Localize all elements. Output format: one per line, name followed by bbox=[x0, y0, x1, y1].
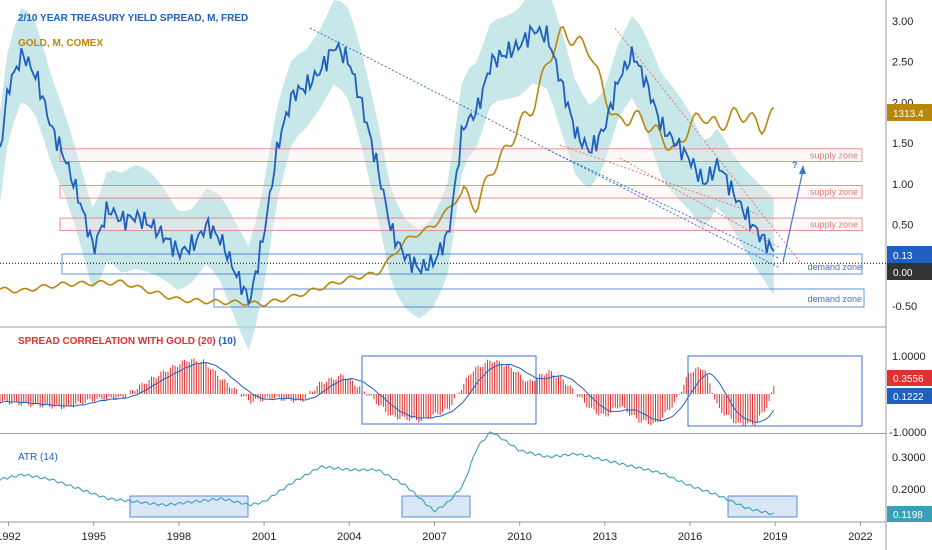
correlation-title: SPREAD CORRELATION WITH GOLD (20) (10) bbox=[18, 336, 236, 347]
trendline-red bbox=[619, 157, 781, 249]
last-value-tag bbox=[887, 263, 932, 280]
x-tick-label: 1992 bbox=[0, 531, 21, 543]
y-tick-label: 0.3000 bbox=[892, 452, 926, 464]
correlation-bars bbox=[0, 358, 775, 427]
last-value-tag-text: 0.1198 bbox=[893, 510, 923, 521]
last-value-tag bbox=[887, 246, 932, 263]
x-tick-label: 1998 bbox=[167, 531, 191, 543]
supply-zone-label: supply zone bbox=[810, 220, 858, 230]
trendline-red bbox=[614, 27, 801, 263]
last-value-tag-text: 0.13 bbox=[893, 251, 913, 262]
x-tick-label: 2016 bbox=[678, 531, 702, 543]
y-tick-label: -0.50 bbox=[892, 301, 917, 313]
atr-highlight-box bbox=[727, 495, 798, 518]
correlation-title-signal: (10) bbox=[218, 336, 236, 347]
last-value-tag-text: 1313.4 bbox=[893, 109, 924, 120]
x-tick-label: 2013 bbox=[593, 531, 617, 543]
demand-zone-label: demand zone bbox=[807, 262, 862, 272]
x-tick-label: 2019 bbox=[763, 531, 787, 543]
x-tick-label: 2004 bbox=[337, 531, 361, 543]
y-tick-label: 1.00 bbox=[892, 179, 913, 191]
supply-zone-box bbox=[59, 148, 863, 162]
last-value-tag-text: 0.1222 bbox=[893, 392, 924, 403]
supply-zone-label: supply zone bbox=[810, 187, 858, 197]
supply-zone-box bbox=[59, 217, 863, 232]
demand-zone-box bbox=[61, 253, 863, 275]
last-value-tag bbox=[887, 506, 932, 522]
question-mark: ? bbox=[792, 160, 798, 170]
x-tick-label: 2001 bbox=[252, 531, 276, 543]
supply-zone-label: supply zone bbox=[810, 150, 858, 160]
volatility-band bbox=[0, 0, 774, 351]
gold-title: GOLD, M, COMEX bbox=[18, 38, 103, 49]
highlight-box bbox=[687, 355, 863, 427]
correlation-signal-line bbox=[0, 361, 775, 423]
supply-zone-box bbox=[59, 185, 863, 199]
spread-series-line bbox=[0, 23, 775, 307]
x-tick-label: 2010 bbox=[507, 531, 531, 543]
projection-arrow bbox=[782, 169, 804, 263]
atr-series-line bbox=[0, 431, 775, 515]
x-tick-label: 2022 bbox=[848, 531, 872, 543]
highlight-box bbox=[361, 355, 537, 425]
correlation-title-main: SPREAD CORRELATION WITH GOLD (20) bbox=[18, 336, 218, 347]
atr-title: ATR (14) bbox=[18, 452, 58, 463]
atr-highlight-box bbox=[401, 495, 471, 518]
last-value-tag bbox=[887, 370, 932, 386]
projection-arrowhead bbox=[799, 165, 806, 174]
gold-series-line bbox=[0, 25, 775, 307]
last-value-tag bbox=[887, 104, 932, 121]
demand-zone-box bbox=[213, 288, 865, 308]
x-tick-label: 1995 bbox=[81, 531, 105, 543]
demand-zone-label: demand zone bbox=[807, 294, 862, 304]
y-tick-label: 1.0000 bbox=[892, 351, 926, 363]
y-tick-label: 1.50 bbox=[892, 138, 913, 150]
y-tick-label: -1.0000 bbox=[889, 427, 926, 439]
last-value-tag bbox=[887, 388, 932, 404]
spread-title: 2/10 YEAR TREASURY YIELD SPREAD, M, FRED bbox=[18, 13, 248, 24]
trendline-red bbox=[559, 144, 761, 216]
x-tick-label: 2007 bbox=[422, 531, 446, 543]
last-value-tag-text: 0.3556 bbox=[893, 374, 924, 385]
y-tick-label: 0.50 bbox=[892, 220, 913, 232]
atr-highlight-box bbox=[129, 495, 249, 518]
y-tick-label: 0.2000 bbox=[892, 484, 926, 496]
y-tick-label: 3.00 bbox=[892, 16, 913, 28]
last-value-tag-text: 0.00 bbox=[893, 268, 913, 279]
y-tick-label: 2.50 bbox=[892, 57, 913, 69]
